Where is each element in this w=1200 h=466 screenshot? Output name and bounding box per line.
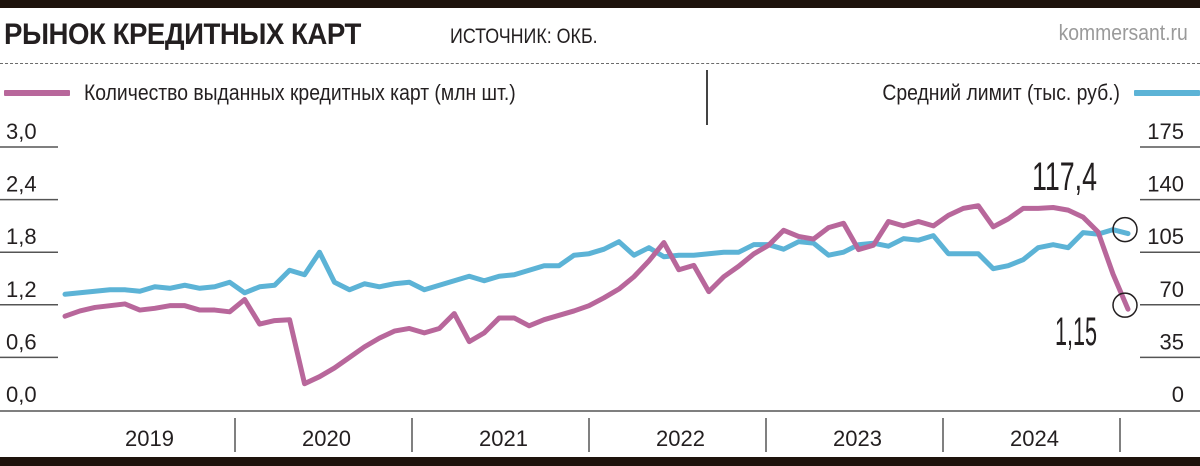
- legend-divider: [706, 70, 708, 125]
- annotation-cards-value: 1,15: [1055, 310, 1097, 354]
- right-axis: 0 35 70 105 140 175: [1140, 119, 1200, 407]
- highlight-circle-limit: [1112, 216, 1138, 243]
- left-tick-label: 3,0: [6, 119, 37, 144]
- right-tick-label: 35: [1160, 329, 1184, 354]
- right-tick-label: 70: [1160, 277, 1184, 302]
- source-label: ИСТОЧНИК: ОКБ.: [450, 25, 598, 48]
- year-label: 2021: [479, 426, 528, 451]
- year-dividers: [234, 418, 1121, 452]
- header-divider: [0, 63, 1200, 64]
- annotation-limit-value: 117,4: [1032, 155, 1097, 199]
- left-tick-label: 2,4: [6, 172, 37, 197]
- top-rule: [0, 0, 1200, 8]
- year-label: 2019: [125, 426, 174, 451]
- right-tick-label: 105: [1147, 224, 1184, 249]
- series-line-cards: [62, 203, 1131, 387]
- legend-item-limit: Средний лимит (тыс. руб.): [850, 80, 1200, 106]
- left-tick-label: 1,8: [6, 224, 37, 249]
- right-tick-label: 0: [1172, 382, 1184, 407]
- highlight-circle-cards: [1112, 292, 1138, 318]
- site-credit: kommersant.ru: [1058, 20, 1188, 45]
- year-label: 2020: [302, 426, 351, 451]
- legend-label-cards: Количество выданных кредитных карт (млн …: [84, 80, 516, 105]
- year-label: 2024: [1010, 426, 1059, 451]
- series-line-limit: [62, 227, 1131, 297]
- legend-swatch-cards: [4, 90, 70, 96]
- right-tick-label: 140: [1147, 172, 1184, 197]
- legend-item-cards: Количество выданных кредитных карт (млн …: [4, 80, 575, 106]
- year-labels: 2019 2020 2021 2022 2023 2024: [125, 426, 1059, 451]
- year-label: 2022: [656, 426, 705, 451]
- legend-swatch-limit: [1134, 90, 1200, 96]
- left-tick-label: 0,6: [6, 329, 37, 354]
- bottom-rule: [0, 457, 1200, 466]
- left-tick-label: 0,0: [6, 382, 37, 407]
- right-tick-label: 175: [1147, 119, 1184, 144]
- legend-label-limit: Средний лимит (тыс. руб.): [882, 80, 1120, 105]
- chart-title: РЫНОК КРЕДИТНЫХ КАРТ: [4, 18, 361, 51]
- left-axis: 0,0 0,6 1,2 1,8 2,4 3,0: [0, 119, 58, 407]
- year-label: 2023: [833, 426, 882, 451]
- left-tick-label: 1,2: [6, 277, 37, 302]
